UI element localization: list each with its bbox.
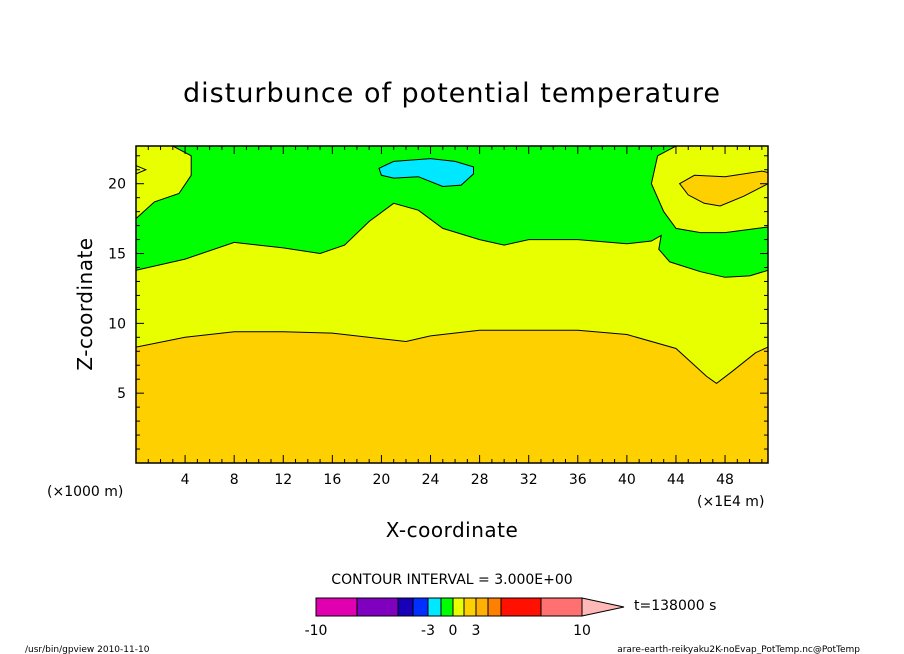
colorbar: -10 -3 0 3 10	[305, 597, 625, 639]
colorbar-label: 0	[449, 623, 458, 639]
x-tick-label: 24	[422, 472, 440, 488]
x-tick-label: 4	[181, 472, 190, 488]
colorbar-bin	[487, 597, 502, 617]
colorbar-bin	[412, 597, 429, 617]
fill-level-3	[136, 330, 768, 463]
plot-frame	[135, 145, 769, 464]
colorbar-bin	[463, 597, 477, 617]
x-tick-label: 44	[667, 472, 685, 488]
fill-cyan-patch	[378, 158, 474, 188]
x-tick-label: 28	[471, 472, 489, 488]
colorbar-bin	[315, 597, 358, 617]
x-tick-label: 32	[520, 472, 538, 488]
y-axis-label: Z-coordinate	[73, 237, 97, 370]
colorbar-bin	[356, 597, 399, 617]
contour-line-level2-level1	[136, 202, 768, 278]
x-axis-label: X-coordinate	[386, 518, 519, 542]
colorbar-label: 10	[573, 623, 591, 639]
y-tick-label: 20	[108, 177, 126, 193]
colorbar-label: -10	[305, 623, 328, 639]
colorbar-bin	[500, 597, 542, 617]
footer-left: /usr/bin/gpview 2010-11-10	[25, 645, 150, 654]
colorbar-bin	[452, 597, 465, 617]
x-tick-label: 36	[569, 472, 587, 488]
colorbar-bin	[475, 597, 489, 617]
x-tick-label: 20	[373, 472, 391, 488]
y-tick-label: 5	[117, 386, 126, 402]
colorbar-label: 3	[472, 623, 481, 639]
y-tick-label: 15	[108, 247, 126, 263]
chart-title: disturbunce of potential temperature	[183, 78, 721, 109]
x-tick-label: 16	[323, 472, 341, 488]
colorbar-bin	[397, 597, 414, 617]
contour-line-level3-level2	[136, 329, 768, 385]
x-tick-label: 8	[230, 472, 239, 488]
colorbar-arrow	[581, 597, 625, 617]
time-label: t=138000 s	[634, 598, 716, 614]
x-tick-label: 12	[274, 472, 292, 488]
y-tick-label: 10	[108, 316, 126, 332]
contour-line-left-edge	[136, 165, 148, 175]
x-tick-label: 48	[716, 472, 734, 488]
contour-fills	[136, 146, 768, 463]
fill-upper-right-inner	[678, 170, 768, 207]
footer-right: arare-earth-reikyaku2K-noEvap_PotTemp.nc…	[617, 645, 860, 654]
colorbar-label: -3	[421, 623, 435, 639]
contour-interval-label: CONTOUR INTERVAL = 3.000E+00	[331, 572, 572, 588]
fill-upper-left-patch	[136, 146, 192, 220]
colorbar-bin	[427, 597, 442, 617]
colorbar-bin	[440, 597, 454, 617]
x-unit-right: (×1E4 m)	[697, 494, 764, 510]
x-unit-left: (×1000 m)	[47, 484, 123, 500]
colorbar-bin	[540, 597, 583, 617]
x-tick-label: 40	[618, 472, 636, 488]
